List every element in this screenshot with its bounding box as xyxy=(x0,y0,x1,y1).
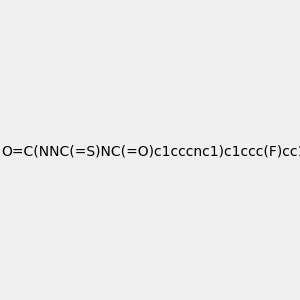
Text: O=C(NNC(=S)NC(=O)c1cccnc1)c1ccc(F)cc1: O=C(NNC(=S)NC(=O)c1cccnc1)c1ccc(F)cc1 xyxy=(1,145,300,158)
